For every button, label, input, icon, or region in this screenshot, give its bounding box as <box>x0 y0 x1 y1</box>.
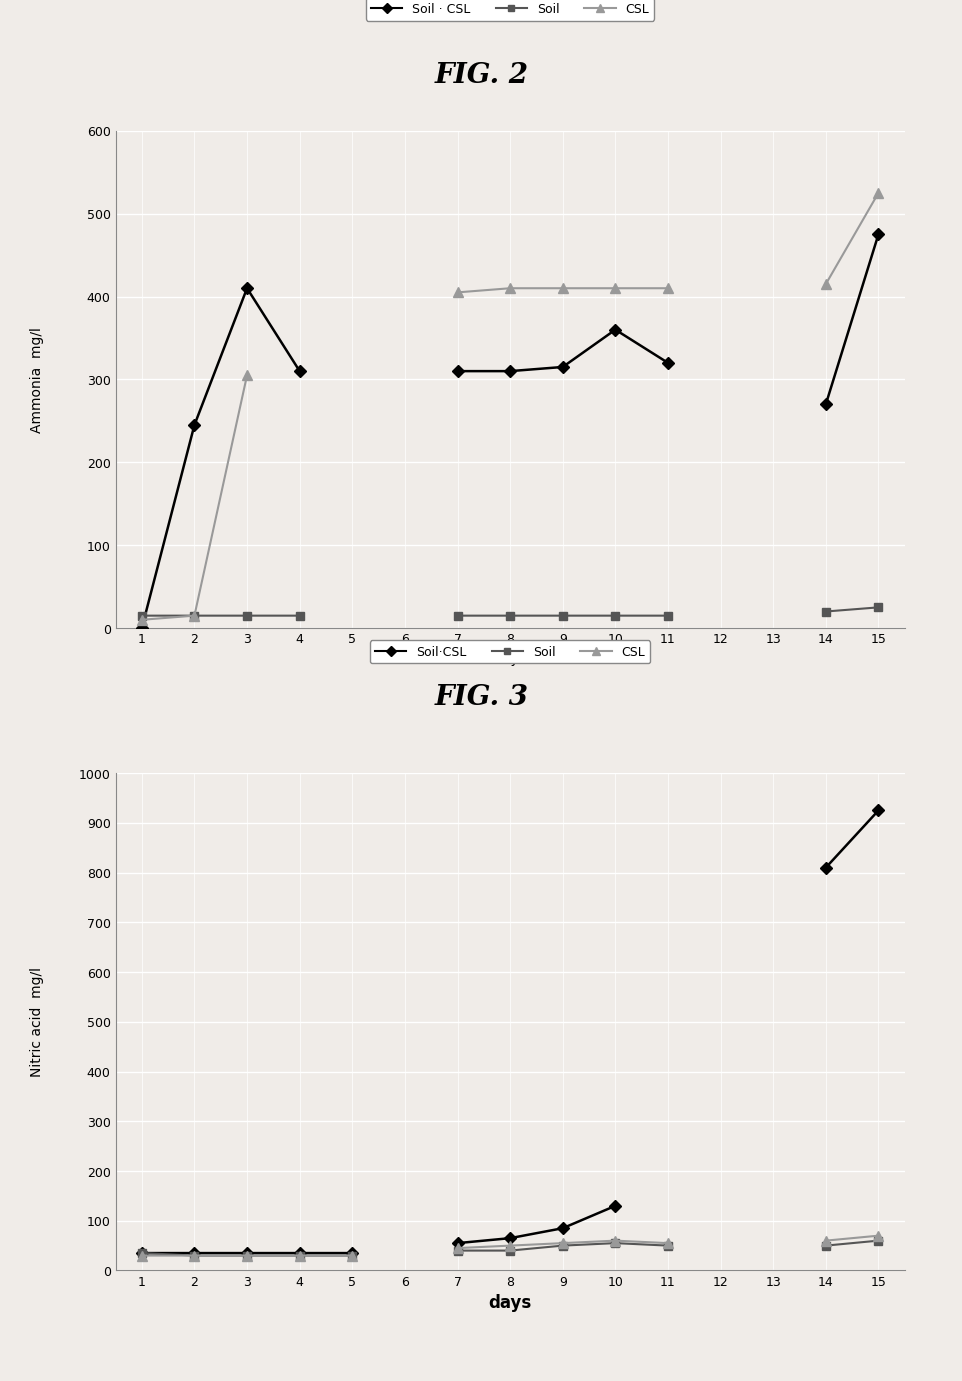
Text: FIG. 3: FIG. 3 <box>434 684 528 711</box>
CSL <box>820 1232 831 1248</box>
CSL <box>136 612 147 628</box>
Soil <box>241 608 253 624</box>
Soil <box>504 1243 516 1259</box>
Text: FIG. 2: FIG. 2 <box>434 62 528 90</box>
Soil · CSL <box>873 226 884 243</box>
CSL <box>293 1247 305 1264</box>
Soil·CSL <box>189 1244 200 1261</box>
CSL <box>451 1240 463 1257</box>
Soil <box>293 1247 305 1264</box>
Y-axis label: Ammonia  mg/l: Ammonia mg/l <box>31 327 44 432</box>
Soil <box>189 608 200 624</box>
Soil <box>820 603 831 620</box>
Soil · CSL <box>189 417 200 434</box>
Line: Soil: Soil <box>138 603 882 620</box>
CSL <box>504 1237 516 1254</box>
Soil <box>557 608 569 624</box>
CSL <box>873 1228 884 1244</box>
Line: CSL: CSL <box>137 188 883 626</box>
Soil · CSL <box>609 322 620 338</box>
CSL <box>504 280 516 297</box>
Soil·CSL <box>346 1244 358 1261</box>
Soil · CSL <box>241 280 253 297</box>
Soil <box>873 599 884 616</box>
Soil <box>346 1247 358 1264</box>
Soil <box>136 1244 147 1261</box>
Soil <box>293 608 305 624</box>
Soil <box>557 1237 569 1254</box>
Soil·CSL <box>293 1244 305 1261</box>
CSL <box>820 276 831 293</box>
Soil <box>241 1247 253 1264</box>
Soil·CSL <box>609 1197 620 1214</box>
Line: Soil·CSL: Soil·CSL <box>138 807 882 1257</box>
CSL <box>136 1247 147 1264</box>
CSL <box>662 1235 673 1251</box>
CSL <box>609 280 620 297</box>
Soil · CSL <box>293 363 305 380</box>
Soil · CSL <box>136 620 147 637</box>
CSL <box>557 1235 569 1251</box>
Line: CSL: CSL <box>137 1230 883 1261</box>
Soil <box>609 608 620 624</box>
X-axis label: days: days <box>494 652 526 666</box>
Soil·CSL <box>820 859 831 876</box>
Soil · CSL <box>504 363 516 380</box>
Soil·CSL <box>136 1244 147 1261</box>
Soil · CSL <box>557 359 569 376</box>
Soil·CSL <box>504 1230 516 1247</box>
Soil <box>873 1232 884 1248</box>
Line: Soil · CSL: Soil · CSL <box>138 231 882 632</box>
Soil <box>662 1237 673 1254</box>
Line: Soil: Soil <box>138 1236 882 1259</box>
CSL <box>873 185 884 202</box>
CSL <box>451 284 463 301</box>
Soil · CSL <box>820 396 831 413</box>
Soil <box>504 608 516 624</box>
Soil · CSL <box>662 355 673 371</box>
Legend: Soil · CSL, Soil, CSL: Soil · CSL, Soil, CSL <box>366 0 654 21</box>
Soil <box>451 608 463 624</box>
CSL <box>189 608 200 624</box>
Soil <box>136 608 147 624</box>
Legend: Soil·CSL, Soil, CSL: Soil·CSL, Soil, CSL <box>369 641 650 663</box>
Soil <box>609 1235 620 1251</box>
Soil·CSL <box>557 1219 569 1236</box>
CSL <box>662 280 673 297</box>
Soil <box>189 1247 200 1264</box>
CSL <box>241 367 253 384</box>
Soil·CSL <box>873 802 884 819</box>
CSL <box>189 1247 200 1264</box>
Soil <box>820 1237 831 1254</box>
Soil·CSL <box>451 1235 463 1251</box>
Soil · CSL <box>451 363 463 380</box>
CSL <box>241 1247 253 1264</box>
CSL <box>346 1247 358 1264</box>
Soil <box>662 608 673 624</box>
X-axis label: days: days <box>489 1294 531 1312</box>
CSL <box>557 280 569 297</box>
CSL <box>609 1232 620 1248</box>
Soil·CSL <box>241 1244 253 1261</box>
Soil <box>451 1243 463 1259</box>
Y-axis label: Nitric acid  mg/l: Nitric acid mg/l <box>31 967 44 1077</box>
